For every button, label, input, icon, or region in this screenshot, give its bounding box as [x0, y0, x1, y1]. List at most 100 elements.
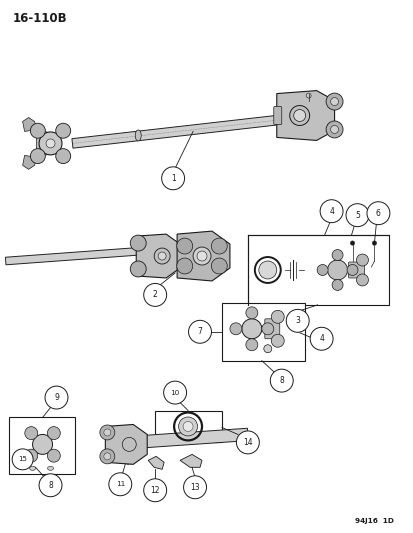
- Circle shape: [345, 204, 368, 227]
- Circle shape: [143, 479, 166, 502]
- Circle shape: [263, 345, 271, 353]
- Circle shape: [130, 261, 146, 277]
- Ellipse shape: [29, 466, 36, 470]
- Polygon shape: [36, 130, 52, 157]
- Text: 7: 7: [197, 327, 202, 336]
- Circle shape: [331, 279, 342, 290]
- Text: 8: 8: [48, 481, 53, 490]
- Circle shape: [161, 167, 184, 190]
- Polygon shape: [177, 231, 229, 281]
- Text: 4: 4: [318, 334, 323, 343]
- Circle shape: [183, 476, 206, 499]
- Circle shape: [176, 238, 192, 254]
- Text: 12: 12: [150, 486, 159, 495]
- Circle shape: [306, 93, 311, 98]
- Circle shape: [39, 132, 62, 155]
- Circle shape: [33, 434, 52, 454]
- Polygon shape: [23, 156, 36, 169]
- Polygon shape: [276, 91, 334, 140]
- Circle shape: [330, 98, 338, 106]
- Polygon shape: [5, 247, 142, 265]
- Circle shape: [258, 261, 276, 279]
- Circle shape: [316, 264, 327, 276]
- Text: 11: 11: [115, 481, 125, 487]
- Circle shape: [270, 369, 292, 392]
- Circle shape: [285, 309, 309, 332]
- Circle shape: [47, 426, 60, 440]
- Circle shape: [12, 449, 33, 470]
- Circle shape: [346, 264, 357, 276]
- Circle shape: [366, 201, 389, 224]
- FancyBboxPatch shape: [264, 319, 279, 339]
- Text: 3: 3: [294, 316, 299, 325]
- Text: 16-110B: 16-110B: [13, 12, 67, 25]
- Circle shape: [46, 139, 55, 148]
- Circle shape: [176, 258, 192, 274]
- Circle shape: [30, 123, 45, 138]
- Bar: [9, 417, 75, 474]
- Text: 14: 14: [242, 438, 252, 447]
- Circle shape: [293, 109, 305, 122]
- Circle shape: [241, 319, 261, 339]
- Circle shape: [229, 323, 241, 335]
- Circle shape: [325, 93, 342, 110]
- Polygon shape: [148, 456, 164, 470]
- Circle shape: [245, 339, 257, 351]
- Ellipse shape: [47, 466, 53, 470]
- Circle shape: [56, 123, 71, 138]
- Bar: [155, 410, 221, 442]
- Text: 5: 5: [354, 211, 359, 220]
- Circle shape: [245, 307, 257, 319]
- Polygon shape: [118, 454, 134, 464]
- Ellipse shape: [135, 130, 141, 141]
- Circle shape: [349, 241, 354, 245]
- Text: 94J16  1D: 94J16 1D: [355, 518, 394, 524]
- Bar: [221, 303, 304, 361]
- Circle shape: [327, 260, 347, 280]
- Polygon shape: [180, 454, 202, 467]
- Circle shape: [30, 149, 45, 164]
- Circle shape: [100, 449, 114, 464]
- Circle shape: [325, 121, 342, 138]
- Polygon shape: [131, 429, 248, 449]
- Bar: [247, 235, 389, 305]
- Text: 9: 9: [54, 393, 59, 402]
- Text: 8: 8: [279, 376, 283, 385]
- Circle shape: [261, 323, 273, 335]
- Text: 15: 15: [18, 456, 27, 462]
- Text: 10: 10: [170, 390, 179, 395]
- Circle shape: [330, 125, 338, 133]
- Polygon shape: [23, 117, 36, 132]
- Text: 1: 1: [170, 174, 175, 183]
- Circle shape: [188, 320, 211, 343]
- Text: 2: 2: [152, 290, 157, 300]
- Circle shape: [158, 252, 166, 260]
- Polygon shape: [72, 114, 292, 148]
- Circle shape: [178, 417, 197, 436]
- Circle shape: [356, 254, 368, 266]
- Circle shape: [271, 310, 284, 324]
- Circle shape: [39, 474, 62, 497]
- Circle shape: [56, 149, 71, 164]
- Circle shape: [371, 241, 376, 245]
- Polygon shape: [136, 234, 180, 278]
- Circle shape: [183, 422, 192, 431]
- Circle shape: [104, 453, 111, 460]
- Circle shape: [309, 327, 332, 350]
- Circle shape: [104, 429, 111, 436]
- Circle shape: [25, 449, 38, 462]
- Circle shape: [211, 238, 227, 254]
- Circle shape: [271, 334, 284, 347]
- Circle shape: [356, 274, 368, 286]
- Circle shape: [192, 247, 211, 265]
- Text: 13: 13: [190, 483, 199, 492]
- Polygon shape: [105, 424, 147, 464]
- Circle shape: [143, 284, 166, 306]
- Text: 4: 4: [328, 207, 333, 216]
- FancyBboxPatch shape: [273, 107, 281, 125]
- Circle shape: [331, 249, 342, 261]
- Circle shape: [100, 425, 114, 440]
- Circle shape: [109, 473, 131, 496]
- Circle shape: [130, 235, 146, 251]
- Circle shape: [47, 449, 60, 462]
